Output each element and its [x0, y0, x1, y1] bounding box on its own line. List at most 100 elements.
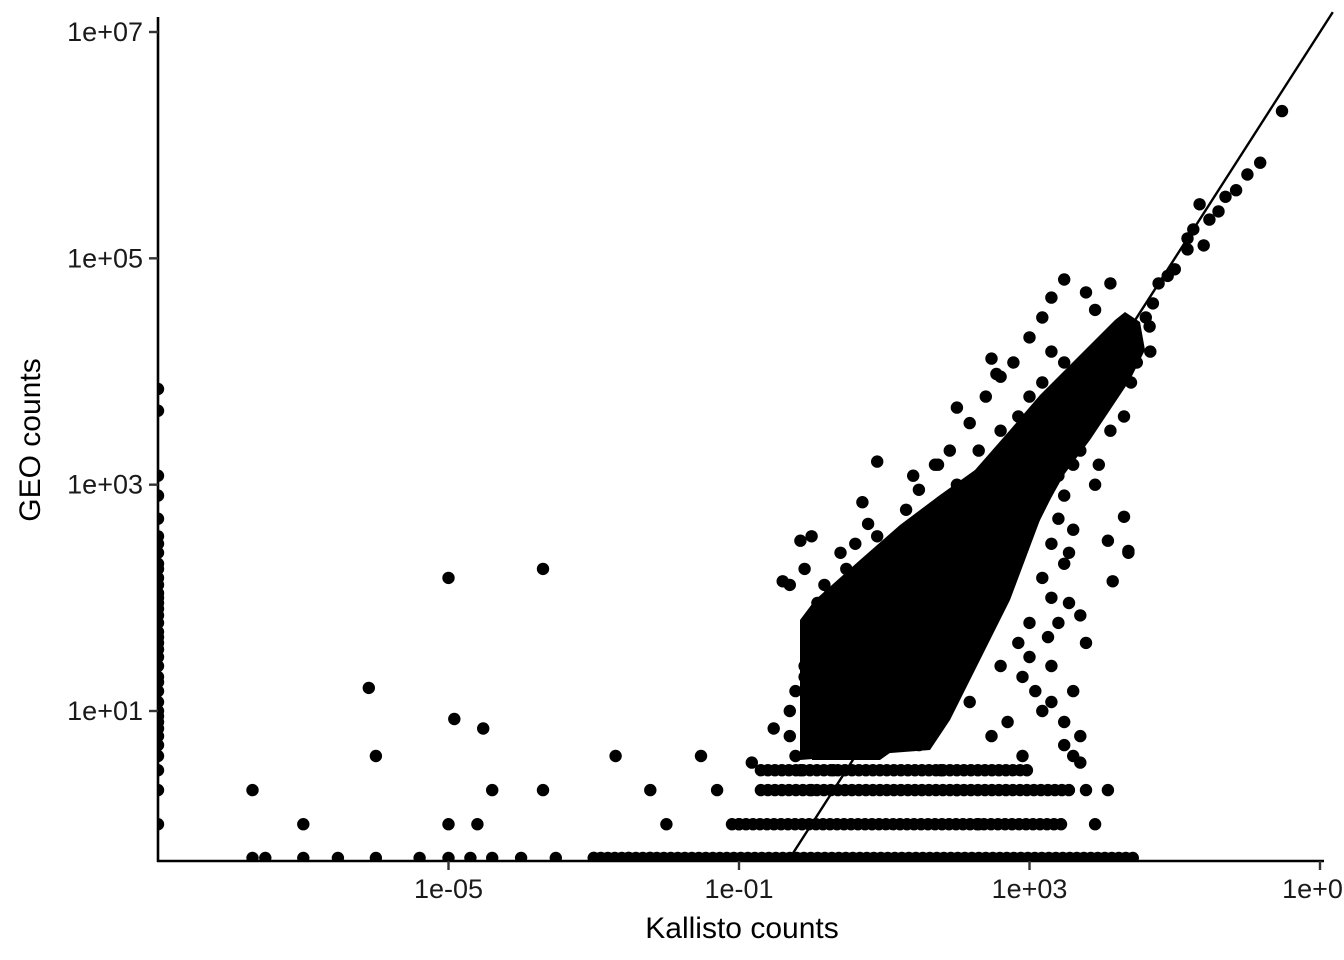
data-point	[362, 681, 375, 695]
data-point	[1029, 684, 1042, 698]
data-point	[1181, 243, 1194, 256]
y-axis-point	[158, 764, 165, 777]
data-point	[994, 424, 1007, 437]
data-point	[1023, 331, 1036, 344]
data-point	[1058, 738, 1071, 752]
data-point	[928, 602, 942, 615]
data-point	[1052, 616, 1065, 630]
data-point	[1023, 616, 1036, 630]
data-point	[1062, 546, 1076, 559]
bottom-row-point	[464, 851, 477, 862]
data-point	[1146, 297, 1160, 310]
data-point	[1036, 376, 1049, 389]
data-point	[840, 738, 853, 752]
data-point	[1079, 783, 1093, 797]
data-point	[1104, 424, 1117, 437]
data-point	[985, 352, 998, 365]
data-point	[1275, 104, 1289, 118]
data-point	[963, 695, 976, 709]
data-point	[448, 712, 461, 726]
data-point	[840, 562, 853, 576]
data-point	[660, 818, 673, 831]
data-point	[710, 783, 724, 797]
data-point	[1067, 458, 1080, 471]
data-point	[1001, 715, 1014, 729]
data-point	[1095, 370, 1109, 383]
data-point	[536, 783, 550, 797]
data-point	[1088, 303, 1102, 317]
data-point	[1023, 390, 1036, 403]
data-point	[1117, 510, 1131, 523]
data-point	[950, 401, 964, 414]
data-point	[907, 469, 920, 482]
data-point	[1058, 557, 1071, 570]
data-point	[856, 496, 869, 509]
data-point	[1007, 356, 1020, 369]
data-point	[297, 818, 310, 831]
data-point	[840, 616, 853, 630]
y-axis-point	[158, 489, 165, 502]
data-point	[776, 575, 789, 588]
data-point	[1012, 636, 1025, 650]
x-tick-label: 1e+03	[992, 874, 1068, 904]
data-point	[369, 749, 383, 763]
data-point	[486, 783, 499, 797]
data-point	[798, 659, 811, 673]
data-point	[246, 783, 259, 797]
y-axis-point	[158, 738, 165, 752]
y-axis-point	[158, 512, 165, 525]
data-point	[1079, 636, 1093, 650]
data-point	[985, 729, 998, 743]
data-point	[802, 616, 815, 630]
y-axis-point	[158, 404, 165, 417]
data-point	[1045, 291, 1058, 304]
data-point	[1045, 591, 1058, 604]
data-point	[912, 625, 926, 639]
data-point	[789, 684, 802, 698]
data-point	[899, 650, 913, 664]
data-point	[1108, 356, 1122, 369]
data-point	[1130, 356, 1144, 369]
bottom-row-point	[587, 851, 600, 862]
y-axis-point	[158, 749, 165, 763]
data-point	[798, 670, 811, 684]
data-point	[979, 390, 992, 403]
data-point	[1101, 534, 1115, 547]
data-point	[818, 625, 831, 639]
data-point	[794, 534, 807, 547]
data-point	[1045, 537, 1058, 550]
data-point	[1074, 729, 1087, 743]
data-point	[1101, 336, 1115, 349]
data-point	[1117, 410, 1131, 423]
data-point	[1041, 630, 1055, 644]
data-point	[849, 591, 862, 604]
data-point	[767, 722, 780, 735]
bottom-row-point	[259, 851, 272, 862]
data-point	[849, 695, 862, 709]
data-point	[827, 602, 840, 615]
data-point	[827, 636, 840, 650]
data-point	[963, 416, 976, 430]
data-point	[849, 537, 862, 550]
data-point	[994, 659, 1007, 673]
data-point	[805, 530, 818, 543]
data-point	[442, 571, 455, 585]
y-axis-title: GEO counts	[14, 358, 47, 521]
bottom-row-point	[622, 851, 635, 862]
bottom-row-point	[549, 851, 562, 862]
data-point	[1058, 356, 1071, 369]
data-point	[878, 557, 891, 570]
data-point	[783, 729, 796, 743]
data-point	[1101, 783, 1115, 797]
data-point	[1058, 715, 1071, 729]
x-tick-label: 1e-05	[414, 874, 483, 904]
bottom-row-point	[297, 851, 310, 862]
data-point	[899, 503, 913, 516]
data-point	[1016, 670, 1029, 684]
y-axis-point	[158, 469, 165, 482]
x-axis-title: Kallisto counts	[645, 912, 838, 945]
data-point	[972, 444, 985, 457]
data-point	[811, 596, 824, 610]
data-point	[1045, 345, 1058, 358]
